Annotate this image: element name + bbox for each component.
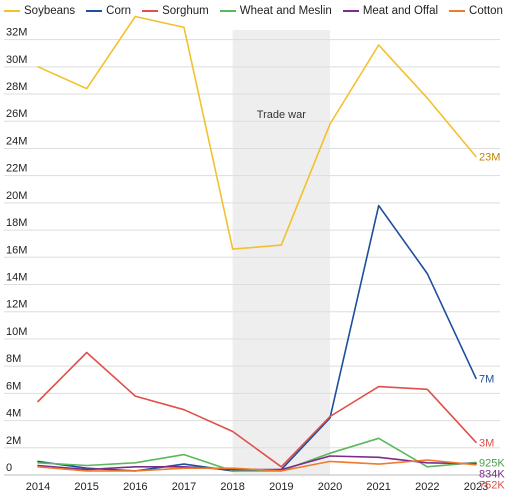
y-tick-label: 18M [6, 217, 27, 229]
y-tick-label: 8M [6, 353, 21, 365]
legend-swatch [449, 10, 466, 12]
y-tick-label: 22M [6, 163, 27, 175]
legend-item-cotton: Cotton [449, 5, 503, 17]
x-tick-label: 2019 [269, 481, 293, 493]
y-tick-label: 30M [6, 54, 27, 66]
x-tick-label: 2014 [26, 481, 50, 493]
shaded-region-layer: Trade war [232, 30, 330, 475]
legend-swatch [142, 10, 159, 12]
y-tick-label: 16M [6, 244, 27, 256]
series-line-soybeans [37, 15, 477, 250]
y-tick-label: 26M [6, 108, 27, 120]
series-line-layer [37, 15, 477, 472]
x-tick-label: 2015 [74, 481, 98, 493]
legend-swatch [219, 10, 236, 12]
legend-item-sorghum: Sorghum [142, 5, 209, 17]
legend: Soybeans Corn Sorghum Wheat and Meslin Meat … [4, 5, 503, 17]
shaded-region [232, 30, 330, 475]
y-tick-label: 10M [6, 326, 27, 338]
legend-label: Wheat and Meslin [239, 5, 332, 17]
end-label-wheat-and-meslin: 925K [479, 457, 505, 469]
y-tick-label: 20M [6, 190, 27, 202]
legend-item-wheat-and-meslin: Wheat and Meslin [219, 5, 332, 17]
legend-swatch [342, 10, 359, 12]
legend-label: Sorghum [162, 5, 209, 17]
end-label-sorghum: 3M [479, 437, 494, 449]
y-tick-label: 12M [6, 299, 27, 311]
end-label-soybeans: 23M [479, 152, 500, 164]
x-tick-label: 2023 [464, 481, 488, 493]
x-tick-label: 2021 [366, 481, 390, 493]
end-label-meat-and-offal: 834K [479, 468, 505, 480]
series-line-cotton [37, 459, 477, 472]
y-tick-label: 4M [6, 408, 21, 420]
y-tick-label: 32M [6, 27, 27, 39]
legend-swatch [4, 10, 20, 12]
y-tick-label-layer: 0 2M 4M 6M 8M 10M 12M 14M 16M 18M 20M 22M 24M 26M 28M 3… [6, 27, 27, 474]
y-tick-label: 24M [6, 135, 27, 147]
shaded-region-label: Trade war [257, 109, 306, 121]
x-tick-label: 2017 [172, 481, 196, 493]
x-tick-label: 2020 [318, 481, 342, 493]
x-tick-label: 2018 [220, 481, 244, 493]
y-tick-label: 6M [6, 380, 21, 392]
series-line-wheat-and-meslin [37, 437, 477, 472]
legend-item-soybeans: Soybeans [4, 5, 75, 17]
series-line-sorghum [37, 351, 477, 468]
legend-item-meat-and-offal: Meat and Offal [342, 5, 439, 17]
x-tick-label-layer: 2014 2015 2016 2017 2018 2019 2020 2021 2022 2023 [26, 481, 488, 493]
y-tick-label: 14M [6, 272, 27, 284]
y-tick-label: 28M [6, 81, 27, 93]
x-tick-label: 2022 [415, 481, 439, 493]
end-label-cotton: 752K [479, 479, 505, 491]
legend-label: Corn [106, 5, 132, 17]
y-tick-label: 0 [6, 462, 12, 474]
x-tick-label: 2016 [123, 481, 147, 493]
legend-item-corn: Corn [86, 5, 131, 17]
end-label-corn: 7M [479, 373, 494, 385]
gridline-layer [4, 39, 500, 476]
legend-swatch [86, 10, 103, 12]
legend-label: Soybeans [24, 5, 76, 17]
y-tick-label: 2M [6, 435, 21, 447]
legend-label: Cotton [469, 5, 503, 17]
legend-label: Meat and Offal [362, 5, 439, 17]
